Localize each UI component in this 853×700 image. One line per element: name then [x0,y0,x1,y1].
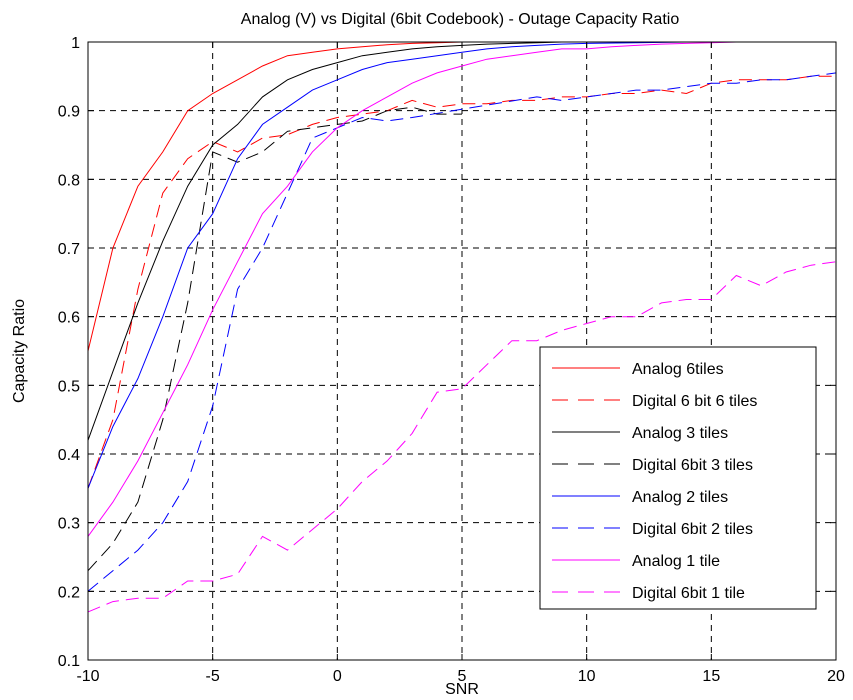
series-line-5 [87,41,836,489]
y-tick-label: 0.4 [58,447,80,464]
series-line-4 [87,106,462,572]
y-tick-label: 0.3 [58,516,80,533]
chart-title: Analog (V) vs Digital (6bit Codebook) - … [241,11,680,28]
series-line-8 [87,261,837,613]
x-tick-label: 15 [702,668,720,685]
x-tick-label: 20 [827,668,845,685]
legend-label: Analog 1 tile [632,553,720,570]
y-tick-label: 0.5 [58,378,80,395]
legend-label: Analog 2 tiles [632,489,728,506]
axis-ticks: -10 -5 0 5 10 15 20 0.1 0.2 0.3 0.4 0.5 0.6 0.7 0.8 0.9… [58,35,845,685]
legend-box [539,346,817,610]
y-tick-label: 0.7 [58,241,80,258]
x-tick-label: -5 [206,668,220,685]
y-tick-label: 0.8 [58,172,80,189]
x-tick-label: 10 [578,668,596,685]
y-tick-label: 0.2 [58,584,80,601]
y-tick-label: 0.9 [58,104,80,121]
x-tick-label: -10 [76,668,99,685]
x-tick-label: 0 [333,668,342,685]
legend-label: Digital 6 bit 6 tiles [632,393,757,410]
legend-label: Digital 6bit 1 tile [632,585,745,602]
legend-label: Digital 6bit 2 tiles [632,521,753,538]
y-tick-label: 0.6 [58,310,80,327]
legend-label: Analog 3 tiles [632,425,728,442]
legend-label: Digital 6bit 3 tiles [632,457,753,474]
series-line-6 [87,72,837,592]
legend-label: Analog 6tiles [632,361,724,378]
y-tick-label: 0.1 [58,653,80,670]
x-axis-label: SNR [445,681,479,698]
y-axis-label: Capacity Ratio [11,299,28,403]
y-tick-label: 1 [71,35,80,52]
legend-items: Analog 6tiles Digital 6 bit 6 tiles Analog… [552,361,757,602]
legend: Analog 6tiles Digital 6 bit 6 tiles Analog… [539,346,817,610]
x-tick-label: 5 [458,668,467,685]
